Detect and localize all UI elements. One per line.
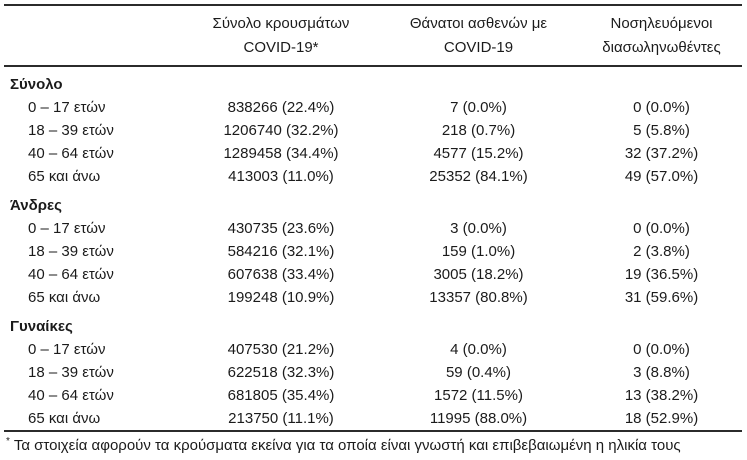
age-label: 65 και άνω: [28, 289, 101, 306]
age-label: 18 – 39 ετών: [28, 364, 114, 381]
intubated-value: 31 (59.6%): [624, 289, 699, 306]
cases-value: 838266 (22.4%): [227, 99, 335, 116]
covid-age-statistics-table: Σύνολο κρουσμάτων COVID-19* Θάνατοι ασθε…: [4, 4, 742, 456]
intubated-value: 3 (8.8%): [633, 364, 690, 381]
intubated-value: 0 (0.0%): [633, 341, 690, 358]
deaths-value: 13357 (80.8%): [429, 289, 528, 306]
cases-value: 1289458 (34.4%): [223, 145, 339, 162]
table-row: 18 – 39 ετών 622518 (32.3%) 59 (0.4%) 3 (8.…: [4, 361, 742, 384]
header-deaths: Θάνατοι ασθενών με COVID-19: [376, 12, 581, 60]
top-rule: [4, 4, 742, 6]
cases-value: 199248 (10.9%): [227, 289, 335, 306]
footnote: * Τα στοιχεία αφορούν τα κρούσματα εκείν…: [4, 436, 742, 456]
table-row: 18 – 39 ετών 1206740 (32.2%) 218 (0.7%) 5 (…: [4, 119, 742, 142]
intubated-value: 18 (52.9%): [624, 410, 699, 427]
table-row: 40 – 64 ετών 1289458 (34.4%) 4577 (15.2%) 3…: [4, 142, 742, 165]
deaths-value: 159 (1.0%): [441, 243, 516, 260]
header-total-cases-line1: Σύνολο κρουσμάτων: [212, 15, 350, 32]
table-row: 18 – 39 ετών 584216 (32.1%) 159 (1.0%) 2 (3…: [4, 240, 742, 263]
deaths-value: 3005 (18.2%): [433, 266, 524, 283]
group-label: Γυναίκες: [10, 318, 73, 335]
group-label: Άνδρες: [10, 197, 62, 214]
table-row: 40 – 64 ετών 607638 (33.4%) 3005 (18.2%) 19…: [4, 263, 742, 286]
age-label: 65 και άνω: [28, 410, 101, 427]
intubated-value: 0 (0.0%): [633, 220, 690, 237]
deaths-value: 7 (0.0%): [450, 99, 507, 116]
deaths-value: 3 (0.0%): [450, 220, 507, 237]
age-label: 40 – 64 ετών: [28, 387, 114, 404]
table-row: 65 και άνω 199248 (10.9%) 13357 (80.8%) 31 …: [4, 286, 742, 309]
table-row: 40 – 64 ετών 681805 (35.4%) 1572 (11.5%) 13…: [4, 384, 742, 407]
age-label: 0 – 17 ετών: [28, 220, 106, 237]
group-label: Σύνολο: [10, 76, 63, 93]
footnote-text: Τα στοιχεία αφορούν τα κρούσματα εκείνα …: [13, 437, 681, 454]
intubated-value: 0 (0.0%): [633, 99, 690, 116]
table-bottom-rule: [4, 430, 742, 432]
age-label: 65 και άνω: [28, 168, 101, 185]
table-row: 65 και άνω 213750 (11.1%) 11995 (88.0%) 18 …: [4, 407, 742, 430]
header-deaths-line2: COVID-19: [443, 39, 514, 56]
table-header-row: Σύνολο κρουσμάτων COVID-19* Θάνατοι ασθε…: [4, 6, 742, 65]
intubated-value: 49 (57.0%): [624, 168, 699, 185]
cases-value: 607638 (33.4%): [227, 266, 335, 283]
age-label: 40 – 64 ετών: [28, 266, 114, 283]
deaths-value: 218 (0.7%): [441, 122, 516, 139]
header-total-cases-line2: COVID-19*: [243, 39, 319, 56]
deaths-value: 25352 (84.1%): [429, 168, 528, 185]
cases-value: 407530 (21.2%): [227, 341, 335, 358]
header-deaths-line1: Θάνατοι ασθενών με: [409, 15, 548, 32]
intubated-value: 13 (38.2%): [624, 387, 699, 404]
header-intubated-line1: Νοσηλευόμενοι: [610, 15, 713, 32]
table-row: 0 – 17 ετών 430735 (23.6%) 3 (0.0%) 0 (0.0%…: [4, 217, 742, 240]
table-body: Σύνολο 0 – 17 ετών 838266 (22.4%) 7 (0.0%) 0…: [4, 67, 742, 430]
footnote-asterisk: *: [6, 436, 10, 447]
cases-value: 584216 (32.1%): [227, 243, 335, 260]
intubated-value: 32 (37.2%): [624, 145, 699, 162]
age-label: 18 – 39 ετών: [28, 243, 114, 260]
intubated-value: 5 (5.8%): [633, 122, 690, 139]
age-label: 18 – 39 ετών: [28, 122, 114, 139]
intubated-value: 2 (3.8%): [633, 243, 690, 260]
age-label: 0 – 17 ετών: [28, 341, 106, 358]
header-intubated: Νοσηλευόμενοι διασωληνωθέντες: [581, 12, 742, 60]
deaths-value: 4 (0.0%): [450, 341, 507, 358]
cases-value: 430735 (23.6%): [227, 220, 335, 237]
table-row: 0 – 17 ετών 838266 (22.4%) 7 (0.0%) 0 (0.0%…: [4, 96, 742, 119]
header-total-cases: Σύνολο κρουσμάτων COVID-19*: [186, 12, 376, 60]
age-label: 40 – 64 ετών: [28, 145, 114, 162]
header-bottom-rule: [4, 65, 742, 67]
cases-value: 413003 (11.0%): [228, 168, 334, 185]
cases-value: 681805 (35.4%): [227, 387, 335, 404]
table-row: 0 – 17 ετών 407530 (21.2%) 4 (0.0%) 0 (0.0%…: [4, 338, 742, 361]
cases-value: 1206740 (32.2%): [223, 122, 339, 139]
age-label: 0 – 17 ετών: [28, 99, 106, 116]
cases-value: 213750 (11.1%): [228, 410, 334, 427]
table-row: 65 και άνω 413003 (11.0%) 25352 (84.1%) 49 …: [4, 165, 742, 188]
intubated-value: 19 (36.5%): [624, 266, 699, 283]
deaths-value: 11995 (88.0%): [429, 410, 528, 427]
cases-value: 622518 (32.3%): [227, 364, 335, 381]
deaths-value: 4577 (15.2%): [433, 145, 524, 162]
deaths-value: 59 (0.4%): [445, 364, 512, 381]
header-intubated-line2: διασωληνωθέντες: [602, 39, 721, 56]
deaths-value: 1572 (11.5%): [434, 387, 523, 404]
